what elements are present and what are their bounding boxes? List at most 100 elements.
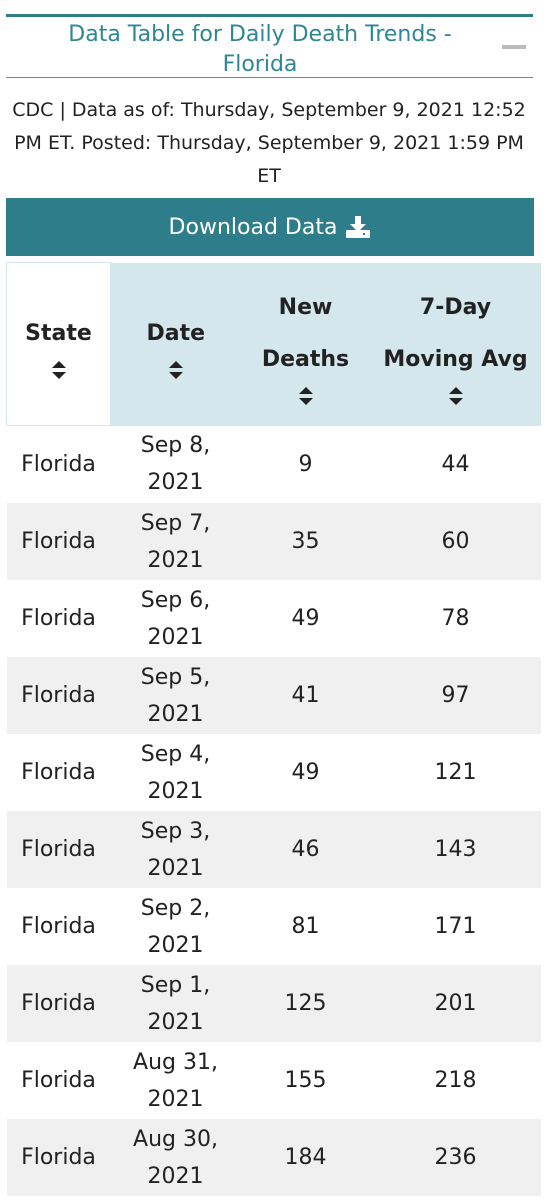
cell-text: 97 <box>441 683 470 708</box>
cell-text: Florida <box>21 452 96 477</box>
sort-icon <box>448 387 463 405</box>
column-header-label: State <box>25 321 92 346</box>
sort-icon <box>168 361 183 379</box>
table-cell: 41 <box>240 657 371 734</box>
cell-text: Florida <box>21 837 96 862</box>
table-cell: Florida <box>6 811 111 888</box>
table-cell: Florida <box>7 888 111 965</box>
cell-text: 49 <box>291 760 320 785</box>
top-rule <box>6 14 533 17</box>
collapse-button[interactable] <box>502 45 526 49</box>
table-row: Florida Sep 1, 2021 125 201 <box>6 965 541 1042</box>
table-cell: Aug 31, 2021 <box>111 1042 241 1119</box>
column-header[interactable]: New Deaths <box>240 262 371 426</box>
cell-text: 125 <box>284 991 327 1016</box>
table-cell: 60 <box>370 503 541 580</box>
cell-text: 9 <box>298 451 313 477</box>
cell-text: 41 <box>291 683 320 708</box>
table-cell: 171 <box>371 888 541 965</box>
cell-text: Florida <box>21 606 96 631</box>
cell-text: 121 <box>434 760 477 785</box>
cell-text: 46 <box>291 837 320 862</box>
table-cell: 49 <box>241 734 371 811</box>
cell-text: 49 <box>291 606 320 631</box>
column-header[interactable]: 7-Day Moving Avg <box>370 262 541 426</box>
table-row: Florida Sep 3, 2021 46 143 <box>6 811 541 888</box>
table-cell: Sep 4, 2021 <box>111 734 241 811</box>
cell-text: Sep 5, 2021 <box>140 664 211 727</box>
column-header-label: Date <box>146 321 206 346</box>
column-header[interactable]: State <box>6 262 111 426</box>
cell-text: Sep 1, 2021 <box>140 972 211 1035</box>
table-cell: 9 <box>241 426 371 504</box>
table-cell: Sep 8, 2021 <box>111 426 241 504</box>
download-icon <box>346 216 371 238</box>
cell-text: Sep 8, 2021 <box>140 433 211 496</box>
table-cell: 236 <box>370 1119 541 1196</box>
cell-text: Sep 4, 2021 <box>140 741 211 804</box>
table-cell: Aug 30, 2021 <box>110 1119 241 1196</box>
table-cell: Sep 6, 2021 <box>111 580 241 657</box>
cell-text: Sep 2, 2021 <box>140 895 211 958</box>
cell-text: 81 <box>291 914 320 939</box>
cell-text: Florida <box>21 914 96 939</box>
cell-text: Florida <box>21 1068 96 1093</box>
sort-icon <box>51 361 66 379</box>
table-cell: Florida <box>7 426 111 504</box>
table-cell: 49 <box>241 580 371 657</box>
table-cell: 35 <box>240 503 371 580</box>
download-label: Download Data <box>168 214 338 240</box>
table-row: Florida Sep 6, 2021 49 78 <box>7 580 541 657</box>
column-header-label: New Deaths <box>261 295 350 372</box>
table-row: Florida Sep 4, 2021 49 121 <box>7 734 541 811</box>
cell-text: 44 <box>441 451 470 477</box>
table-cell: 155 <box>241 1042 371 1119</box>
cell-text: 218 <box>434 1068 477 1093</box>
table-row: Florida Sep 2, 2021 81 171 <box>7 888 541 965</box>
table-cell: 201 <box>370 965 541 1042</box>
table-cell: Florida <box>7 580 111 657</box>
table-cell: Florida <box>6 657 111 734</box>
cell-text: Florida <box>21 529 96 554</box>
table-cell: 184 <box>240 1119 371 1196</box>
table-cell: Sep 1, 2021 <box>110 965 241 1042</box>
column-header[interactable]: Date <box>110 262 241 426</box>
cell-text: Florida <box>21 683 96 708</box>
table-cell: 78 <box>371 580 541 657</box>
sort-icon <box>298 387 313 405</box>
cell-text: 60 <box>441 529 470 554</box>
table-cell: 81 <box>241 888 371 965</box>
table-cell: 125 <box>240 965 371 1042</box>
table-cell: Florida <box>6 503 111 580</box>
table-cell: Sep 7, 2021 <box>110 503 241 580</box>
table-cell: 218 <box>371 1042 541 1119</box>
download-button[interactable]: Download Data <box>6 198 534 256</box>
cell-text: 35 <box>291 529 320 554</box>
table-body: Florida Sep 8, 2021 9 44 Florida Sep 7, 2021 3… <box>6 426 541 1196</box>
cell-text: Florida <box>21 991 96 1016</box>
cell-text: Sep 6, 2021 <box>140 587 211 650</box>
table-cell: 46 <box>240 811 371 888</box>
cell-text: 236 <box>434 1145 477 1170</box>
cell-text: 201 <box>434 991 477 1016</box>
table-cell: 44 <box>371 426 541 504</box>
table-row: Florida Aug 30, 2021 184 236 <box>6 1119 541 1196</box>
table-cell: 97 <box>370 657 541 734</box>
table-row: Florida Sep 5, 2021 41 97 <box>6 657 541 734</box>
table-cell: Florida <box>6 965 111 1042</box>
cell-text: Florida <box>21 760 96 785</box>
cell-text: Aug 30, 2021 <box>133 1126 218 1189</box>
data-table: State Date New Deaths 7-Day Moving Avg Flor… <box>6 262 541 1196</box>
cell-text: Aug 31, 2021 <box>133 1049 218 1112</box>
cell-text: 155 <box>284 1068 327 1093</box>
table-cell: 143 <box>370 811 541 888</box>
table-cell: Sep 5, 2021 <box>110 657 241 734</box>
cell-text: 171 <box>434 914 477 939</box>
table-cell: 121 <box>371 734 541 811</box>
subtitle: CDC | Data as of: Thursday, September 9,… <box>12 99 526 187</box>
cell-text: Sep 7, 2021 <box>140 510 211 573</box>
table-cell: Sep 3, 2021 <box>110 811 241 888</box>
title-rule <box>6 77 533 78</box>
header-row: State Date New Deaths 7-Day Moving Avg <box>6 262 541 426</box>
